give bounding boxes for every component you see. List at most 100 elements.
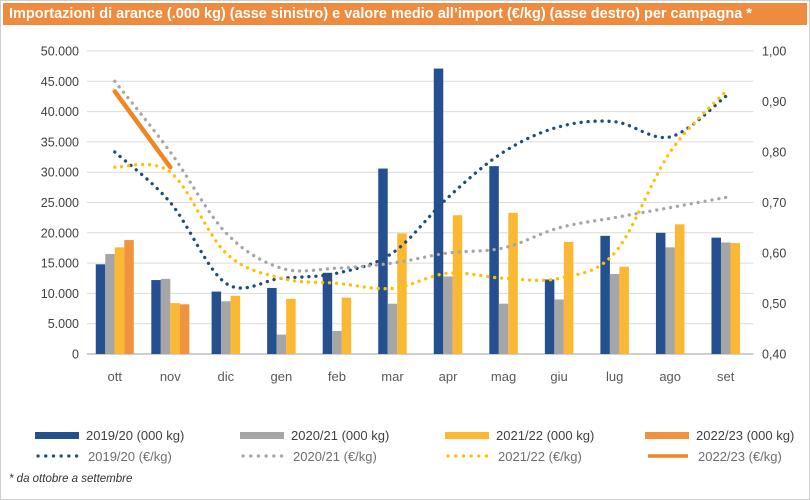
chart-footnote: * da ottobre a settembre (9, 473, 133, 485)
svg-text:10.000: 10.000 (41, 287, 79, 301)
bar-201920000 (544, 279, 555, 354)
right-axis-tick-labels: 1,00 0,90 0,80 0,70 0,60 0,50 0,40 (762, 45, 786, 362)
legend-line-swatch-icon (241, 454, 285, 458)
legend-line-swatch-icon (446, 454, 490, 458)
svg-text:0,60: 0,60 (762, 247, 786, 261)
svg-text:ago: ago (659, 369, 681, 384)
bar-202021000 (443, 276, 453, 354)
legend-line-label: 2019/20 (€/kg) (88, 448, 172, 464)
line-202122 (113, 89, 728, 291)
bar-202122000 (508, 212, 518, 354)
bar-groups (95, 68, 740, 354)
svg-text:dic: dic (218, 369, 235, 384)
bar-201920000 (489, 166, 499, 354)
legend-bar-label: 2020/21 (000 kg) (291, 427, 390, 443)
svg-text:0: 0 (72, 348, 79, 362)
combo-chart: 50.000 45.000 40.000 35.000 30.000 25.000 20.0… (41, 45, 787, 385)
svg-text:mag: mag (491, 369, 516, 384)
svg-text:nov: nov (160, 369, 181, 384)
svg-text:1,00: 1,00 (762, 45, 786, 59)
line-series (112, 79, 728, 291)
bar-201920000 (655, 232, 666, 354)
bar-202122000 (230, 295, 241, 354)
bar-202122000 (397, 233, 407, 354)
legend-line-label: 2021/22 (€/kg) (498, 448, 582, 464)
bar-202021000 (609, 274, 620, 354)
bar-201920000 (711, 237, 721, 354)
bar-202223000 (179, 304, 190, 354)
svg-text:40.000: 40.000 (41, 105, 79, 119)
svg-text:feb: feb (328, 369, 346, 384)
bar-202021000 (387, 303, 398, 354)
legend-bar-swatch-icon (240, 431, 284, 439)
bar-201920000 (211, 291, 222, 354)
bar-202122000 (563, 241, 574, 354)
svg-text:mar: mar (381, 369, 404, 384)
legend-item-line: 2022/23 (€/kg) (645, 448, 805, 464)
legend-bar-label: 2022/23 (000 kg) (696, 427, 795, 443)
bar-202122000 (619, 266, 629, 354)
line-202223 (112, 89, 173, 170)
svg-text:25.000: 25.000 (41, 196, 79, 210)
legend-bar-label: 2021/22 (000 kg) (496, 427, 595, 443)
svg-text:50.000: 50.000 (41, 45, 79, 59)
bar-202021000 (332, 330, 342, 354)
legend-column-2022-23: 2022/23 (000 kg) 2022/23 (€/kg) (645, 427, 805, 464)
legend-item-bar: 2022/23 (000 kg) (645, 427, 805, 443)
line-201920 (113, 94, 728, 290)
legend-bar-swatch-icon (445, 431, 489, 439)
legend-bar-swatch-icon (645, 431, 689, 439)
bar-201920000 (267, 287, 277, 354)
svg-text:5.000: 5.000 (48, 317, 79, 331)
svg-text:lug: lug (606, 369, 623, 384)
svg-text:0,70: 0,70 (762, 196, 786, 210)
bar-202021000 (554, 299, 564, 354)
legend-item-bar: 2019/20 (000 kg) (35, 427, 240, 443)
bar-201920000 (95, 264, 106, 354)
svg-text:15.000: 15.000 (41, 257, 79, 271)
svg-text:30.000: 30.000 (41, 166, 79, 180)
bar-202021000 (160, 278, 171, 354)
legend-item-bar: 2020/21 (000 kg) (240, 427, 445, 443)
bar-202021000 (498, 303, 509, 354)
bar-202122000 (452, 215, 463, 354)
bar-202122000 (730, 243, 740, 354)
bar-201920000 (378, 168, 388, 354)
svg-text:0,80: 0,80 (762, 146, 786, 160)
bar-202122000 (114, 247, 125, 354)
bar-202122000 (674, 224, 685, 354)
legend-line-label: 2020/21 (€/kg) (293, 448, 377, 464)
bar-202021000 (720, 242, 731, 354)
bar-202223000 (124, 240, 134, 354)
svg-text:20.000: 20.000 (41, 226, 79, 240)
bar-201920000 (600, 235, 610, 354)
svg-text:35.000: 35.000 (41, 135, 79, 149)
legend-item-line: 2019/20 (€/kg) (35, 448, 240, 464)
legend-column-2021-22: 2021/22 (000 kg) 2021/22 (€/kg) (445, 427, 645, 464)
gridlines (87, 50, 754, 355)
legend-column-2019-20: 2019/20 (000 kg) 2019/20 (€/kg) (35, 427, 240, 464)
left-axis-tick-labels: 50.000 45.000 40.000 35.000 30.000 25.000 20.0… (41, 45, 79, 362)
bar-201920000 (322, 272, 333, 354)
svg-text:ott: ott (108, 369, 123, 384)
bar-202122000 (170, 303, 180, 354)
bar-202122000 (341, 297, 352, 354)
bar-201920000 (433, 68, 444, 354)
chart-title: Importazioni di arance (.000 kg) (asse s… (3, 3, 807, 25)
bar-202021000 (276, 334, 287, 354)
legend-column-2020-21: 2020/21 (000 kg) 2020/21 (€/kg) (240, 427, 445, 464)
legend-line-label: 2022/23 (€/kg) (698, 448, 782, 464)
svg-text:0,90: 0,90 (762, 95, 786, 109)
svg-text:0,40: 0,40 (762, 348, 786, 362)
legend-line-swatch-icon (648, 454, 688, 458)
svg-text:gen: gen (271, 369, 293, 384)
chart-legend: 2019/20 (000 kg) 2019/20 (€/kg) 2020/21 (0… (35, 427, 805, 464)
legend-item-bar: 2021/22 (000 kg) (445, 427, 645, 443)
svg-text:45.000: 45.000 (41, 75, 79, 89)
svg-text:giu: giu (550, 369, 567, 384)
legend-bar-label: 2019/20 (000 kg) (86, 427, 185, 443)
bar-202021000 (665, 247, 675, 354)
svg-text:0,50: 0,50 (762, 297, 786, 311)
svg-text:apr: apr (439, 369, 458, 384)
